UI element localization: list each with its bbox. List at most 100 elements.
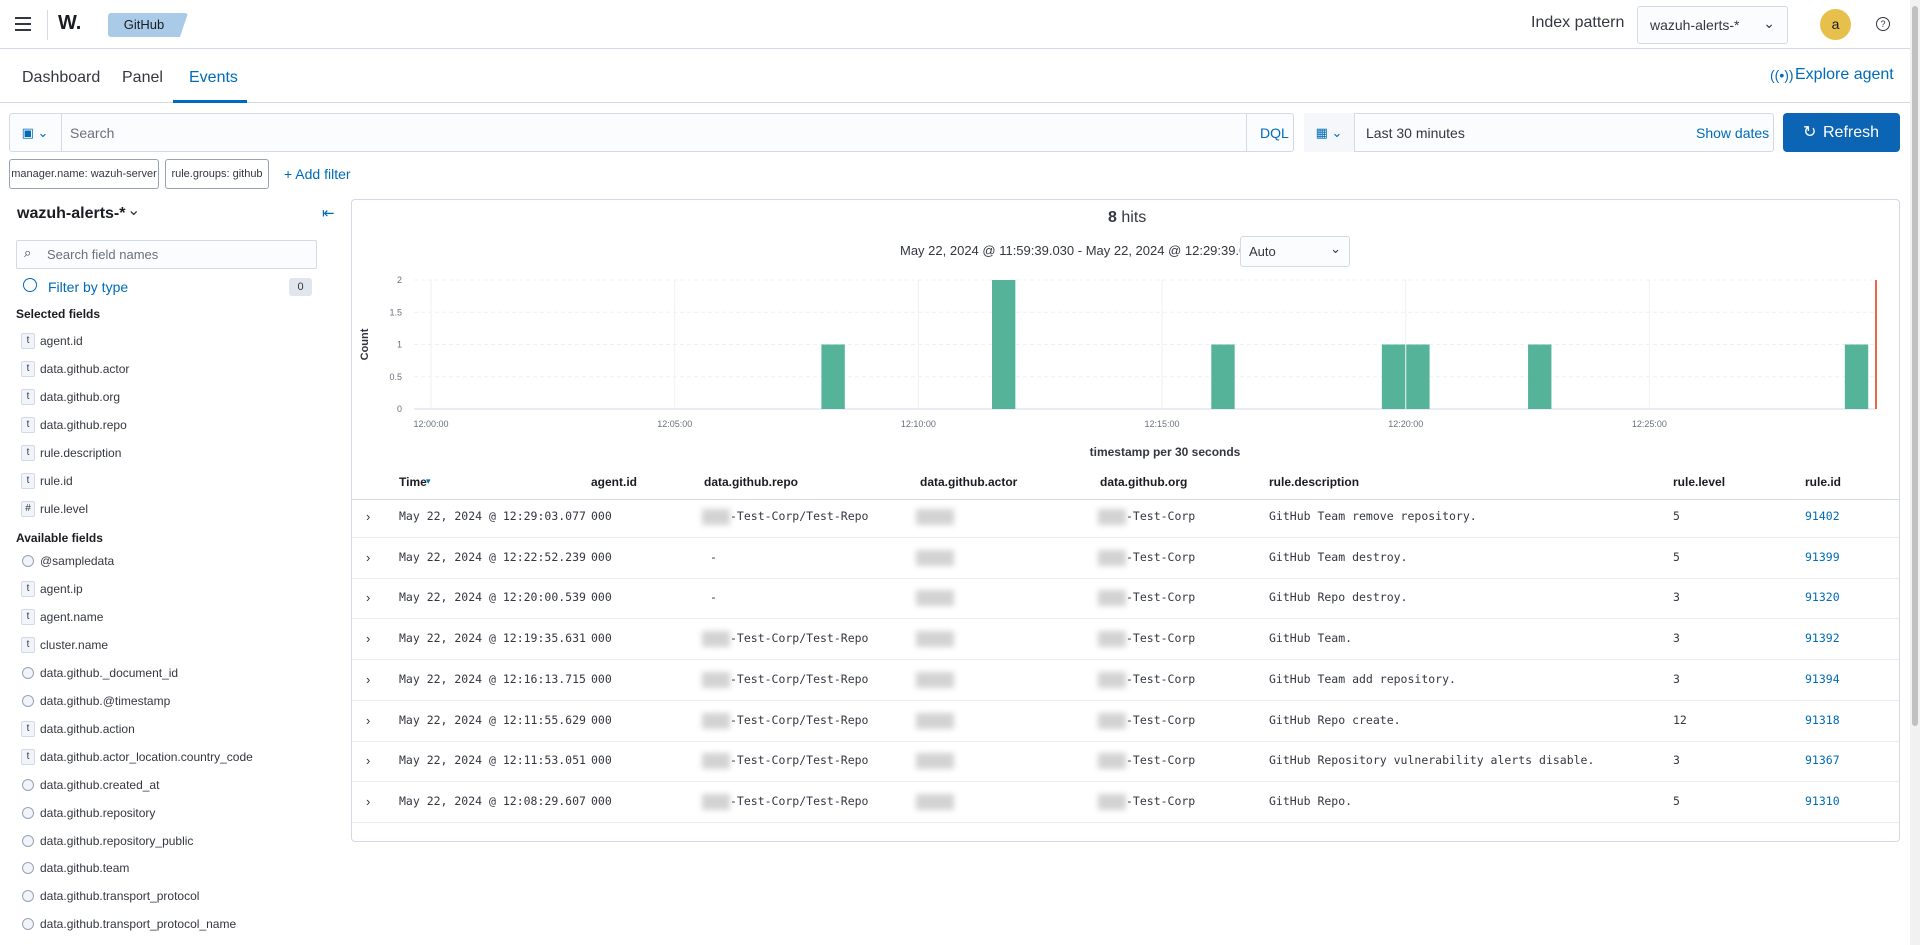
field-name[interactable]: data.github.repo [40,418,127,432]
level-cell: 3 [1673,672,1680,686]
time-cell: May 22, 2024 @ 12:08:29.607 [399,794,586,808]
explore-icon[interactable]: ((•)) [1770,67,1794,83]
id-cell[interactable]: 91367 [1805,753,1840,767]
level-cell: 5 [1673,794,1680,808]
field-name[interactable]: agent.id [40,334,83,348]
hits-count: 8 [1108,209,1117,226]
repo-cell: -Test-Corp/Test-Repo [730,713,868,727]
saved-query[interactable]: ▣ ⌄ [9,113,62,152]
explore-agent[interactable]: Explore agent [1795,66,1894,84]
column-header[interactable]: data.github.org [1100,475,1187,489]
app-badge[interactable]: GitHub [108,13,188,37]
field-name[interactable]: @sampledata [40,554,114,568]
tab[interactable]: Dashboard [22,69,100,87]
expand-toggle[interactable]: › [366,713,370,728]
level-cell: 3 [1673,631,1680,645]
field-name[interactable]: rule.description [40,446,121,460]
redacted [702,631,730,647]
expand-toggle[interactable]: › [366,590,370,605]
field-name[interactable]: data.github.org [40,390,120,404]
id-cell[interactable]: 91318 [1805,713,1840,727]
date-quick[interactable]: ▦ ⌄ [1304,113,1355,152]
filter-pill[interactable]: manager.name: wazuh-server [9,159,159,189]
column-header[interactable]: rule.description [1269,475,1359,489]
field-name[interactable]: data.github.created_at [40,778,159,792]
column-header[interactable]: rule.level [1673,475,1725,489]
row-border [352,618,1899,619]
field-type: t [21,473,35,489]
column-header[interactable]: data.github.repo [704,475,798,489]
field-search-input[interactable]: Search field names [47,247,158,262]
interval-select[interactable]: Auto⌄ [1240,236,1350,267]
description-cell: GitHub Team add repository. [1269,672,1456,686]
index-pattern-select[interactable]: wazuh-alerts-*⌄ [1637,6,1788,44]
field-name[interactable]: data.github._document_id [40,666,178,680]
column-header[interactable]: data.github.actor [920,475,1017,489]
collapse-icon[interactable]: ⇤ [322,204,335,222]
expand-toggle[interactable]: › [366,550,370,565]
tab[interactable]: Panel [122,69,163,87]
help-icon[interactable]: ? [1876,17,1890,31]
field-name[interactable]: data.github.actor_location.country_code [40,750,253,764]
field-name[interactable]: rule.level [40,502,88,516]
add-filter[interactable]: + Add filter [284,166,351,182]
menu-icon[interactable] [15,16,33,32]
redacted [1098,713,1126,729]
show-dates[interactable]: Show dates [1696,125,1769,141]
index-select[interactable]: wazuh-alerts-* [17,205,125,223]
redacted [1098,509,1126,525]
row-border [352,659,1899,660]
id-cell[interactable]: 91392 [1805,631,1840,645]
level-cell: 5 [1673,509,1680,523]
id-cell[interactable]: 91402 [1805,509,1840,523]
filter-by-type[interactable]: Filter by type [48,279,128,295]
expand-toggle[interactable]: › [366,794,370,809]
tab[interactable]: Events [189,69,238,87]
field-name[interactable]: data.github.repository [40,806,155,820]
repo-cell: -Test-Corp/Test-Repo [730,794,868,808]
scroll-thumb[interactable] [1912,6,1918,726]
column-header[interactable]: Time [399,475,427,489]
id-cell[interactable]: 91320 [1805,590,1840,604]
search-input[interactable]: Search [70,125,114,141]
field-name[interactable]: rule.id [40,474,73,488]
column-header[interactable]: rule.id [1805,475,1841,489]
field-name[interactable]: data.github.team [40,861,129,875]
expand-toggle[interactable]: › [366,672,370,687]
field-name[interactable]: data.github.transport_protocol_name [40,917,236,931]
brand: W. [58,12,81,35]
refresh-button[interactable]: ↻Refresh [1783,113,1900,152]
field-name[interactable]: cluster.name [40,638,108,652]
field-type-icon [22,667,34,679]
description-cell: GitHub Repository vulnerability alerts d… [1269,753,1594,767]
avatar[interactable]: a [1820,9,1851,40]
field-type: t [21,609,35,625]
expand-toggle[interactable]: › [366,631,370,646]
field-name[interactable]: agent.ip [40,582,83,596]
redacted [1098,631,1126,647]
field-name[interactable]: data.github.@timestamp [40,694,170,708]
column-header[interactable]: agent.id [591,475,637,489]
repo-cell: - [710,550,717,564]
search-box [9,113,1294,152]
time-range[interactable]: Last 30 minutes [1366,125,1465,141]
id-cell[interactable]: 91394 [1805,672,1840,686]
field-name[interactable]: data.github.action [40,722,135,736]
org-cell: -Test-Corp [1126,713,1195,727]
redacted [916,794,954,810]
filter-pill[interactable]: rule.groups: github [165,159,269,189]
id-cell[interactable]: 91399 [1805,550,1840,564]
field-name[interactable]: data.github.actor [40,362,129,376]
field-type: t [21,581,35,597]
expand-toggle[interactable]: › [366,509,370,524]
field-name[interactable]: data.github.transport_protocol [40,889,199,903]
redacted [916,550,954,566]
field-type-icon [22,807,34,819]
query-language[interactable]: DQL [1260,125,1289,141]
index-chevron[interactable]: ⌄ [127,200,140,220]
field-name[interactable]: agent.name [40,610,103,624]
expand-toggle[interactable]: › [366,753,370,768]
id-cell[interactable]: 91310 [1805,794,1840,808]
field-name[interactable]: data.github.repository_public [40,834,193,848]
redacted [916,509,954,525]
